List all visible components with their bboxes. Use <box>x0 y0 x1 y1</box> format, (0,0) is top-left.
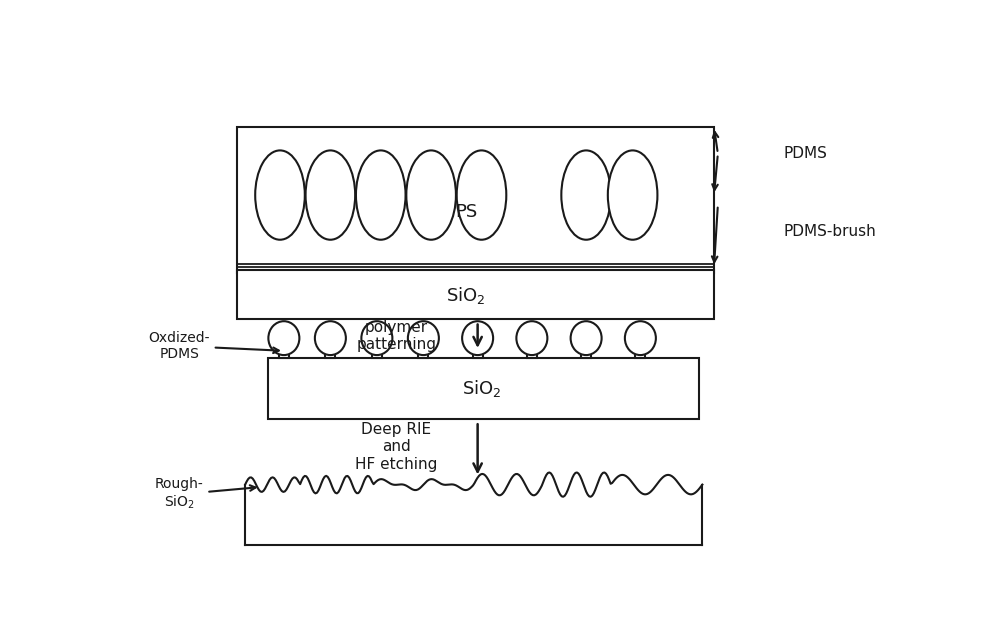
Bar <box>237 127 714 273</box>
Text: SiO$_2$: SiO$_2$ <box>446 285 486 307</box>
Text: PDMS: PDMS <box>784 146 828 161</box>
Bar <box>635 344 645 358</box>
Text: SiO$_2$: SiO$_2$ <box>462 378 501 399</box>
Bar <box>268 358 698 419</box>
Ellipse shape <box>462 321 493 355</box>
Ellipse shape <box>406 150 456 240</box>
Text: Deep RIE
and
HF etching: Deep RIE and HF etching <box>355 422 437 471</box>
Ellipse shape <box>315 321 346 355</box>
Ellipse shape <box>361 321 392 355</box>
Text: polymer
patterning: polymer patterning <box>356 320 436 353</box>
Ellipse shape <box>408 321 439 355</box>
Text: PDMS-brush: PDMS-brush <box>784 224 876 239</box>
Ellipse shape <box>255 150 305 240</box>
Text: PS: PS <box>455 203 477 221</box>
Bar <box>581 344 591 358</box>
Bar <box>325 344 335 358</box>
Bar <box>279 344 289 358</box>
Text: Oxdized-
PDMS: Oxdized- PDMS <box>148 331 279 361</box>
Bar <box>372 344 382 358</box>
Text: Rough-
SiO$_2$: Rough- SiO$_2$ <box>155 477 256 511</box>
Ellipse shape <box>356 150 406 240</box>
Ellipse shape <box>268 321 299 355</box>
Ellipse shape <box>516 321 547 355</box>
Ellipse shape <box>571 321 602 355</box>
Ellipse shape <box>306 150 355 240</box>
Ellipse shape <box>608 150 657 240</box>
Bar <box>418 344 428 358</box>
Ellipse shape <box>625 321 656 355</box>
Bar <box>473 344 483 358</box>
Ellipse shape <box>457 150 506 240</box>
Ellipse shape <box>561 150 611 240</box>
Bar <box>237 270 714 319</box>
Bar <box>527 344 537 358</box>
